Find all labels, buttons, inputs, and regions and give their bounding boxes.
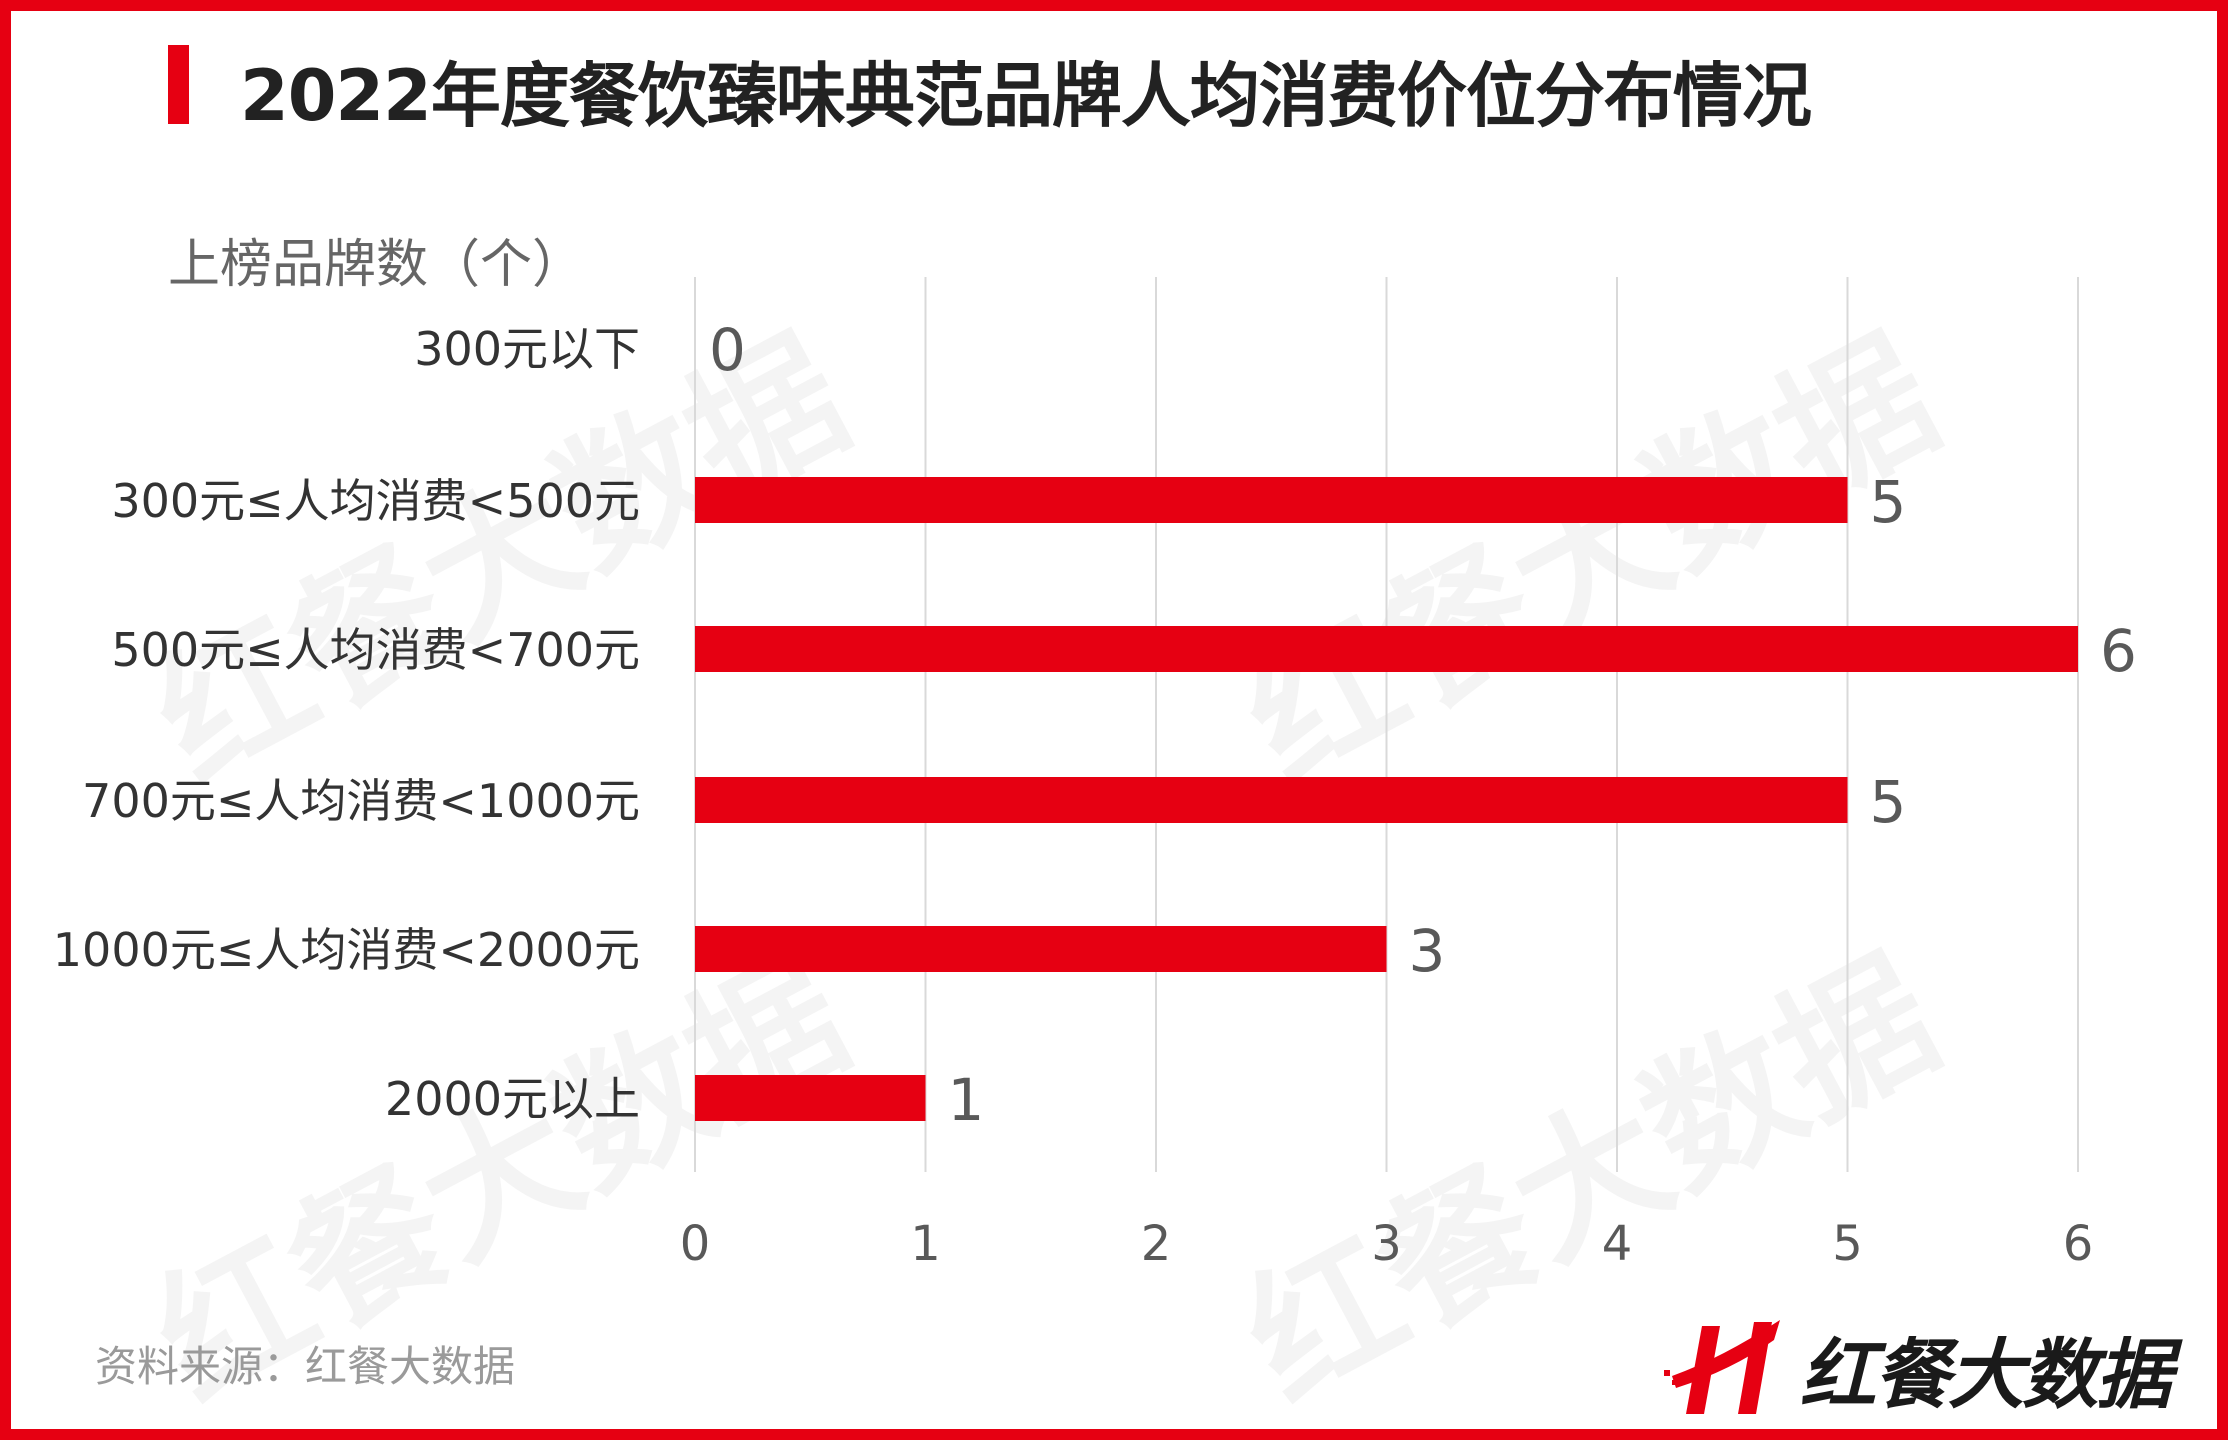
data-label: 5 (1870, 468, 1907, 536)
bar (695, 777, 1848, 823)
brand-logo: 红餐大数据 (1662, 1318, 2172, 1419)
bar (695, 477, 1848, 523)
chart-title: 2022年度餐饮臻味典范品牌人均消费价位分布情况 (240, 55, 1812, 137)
data-label: 1 (948, 1066, 985, 1134)
x-tick-label: 2 (1141, 1216, 1172, 1272)
x-tick-label: 5 (1832, 1216, 1863, 1272)
x-tick-label: 6 (2063, 1216, 2094, 1272)
category-label: 700元≤人均消费<1000元 (82, 774, 640, 828)
x-tick-label: 3 (1371, 1216, 1402, 1272)
title-accent-bar (168, 45, 189, 124)
source-note: 资料来源：红餐大数据 (95, 1342, 516, 1391)
data-label: 6 (2100, 617, 2137, 685)
x-tick-label: 1 (910, 1216, 941, 1272)
data-label: 0 (709, 316, 746, 384)
category-label: 500元≤人均消费<700元 (111, 623, 640, 677)
bar (695, 1075, 926, 1121)
data-label: 5 (1870, 768, 1907, 836)
logo-text: 红餐大数据 (1800, 1330, 2172, 1419)
category-label: 300元≤人均消费<500元 (111, 474, 640, 528)
y-axis-title: 上榜品牌数（个） (168, 235, 585, 295)
x-tick-label: 4 (1602, 1216, 1633, 1272)
x-tick-label: 0 (680, 1216, 711, 1272)
logo-h-icon (1664, 1320, 1780, 1414)
category-label: 1000元≤人均消费<2000元 (53, 923, 640, 977)
bar (695, 926, 1387, 972)
category-label: 2000元以上 (385, 1072, 640, 1126)
bar (695, 626, 2078, 672)
category-label: 300元以下 (414, 322, 640, 376)
data-label: 3 (1409, 917, 1446, 985)
